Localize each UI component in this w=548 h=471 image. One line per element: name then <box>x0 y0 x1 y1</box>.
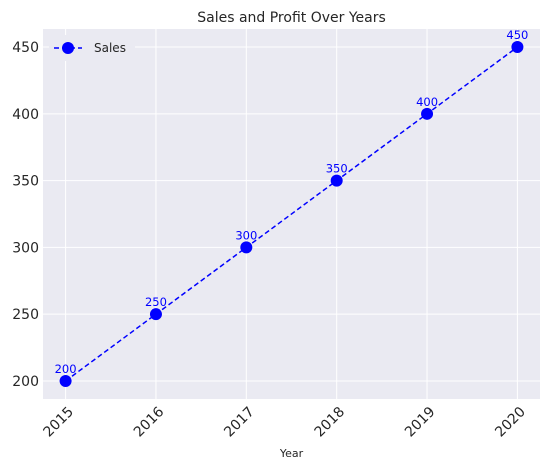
data-labels: 200 250 300 350 400 450 <box>55 28 529 376</box>
x-tick-label: 2020 <box>492 404 529 441</box>
y-tick-label: 400 <box>12 107 39 123</box>
x-tick-label: 2019 <box>402 404 439 441</box>
data-label: 350 <box>326 162 348 176</box>
y-tick-label: 300 <box>12 240 39 256</box>
y-tick-label: 200 <box>12 374 39 390</box>
data-point <box>59 374 72 387</box>
data-point <box>240 241 253 254</box>
legend-label: Sales <box>94 41 126 55</box>
y-tick-label: 350 <box>12 174 39 190</box>
legend-frame <box>49 35 135 61</box>
grid-lines <box>43 29 540 399</box>
legend-marker <box>62 42 74 54</box>
legend: Sales <box>49 35 135 61</box>
data-point <box>421 107 434 120</box>
data-label: 450 <box>506 28 528 42</box>
x-tick-label: 2016 <box>131 404 168 441</box>
series-layer <box>59 41 524 387</box>
data-point <box>149 308 162 321</box>
x-axis-label: Year <box>279 447 304 460</box>
data-label: 200 <box>55 362 77 376</box>
x-axis-ticks: 2015 2016 2017 2018 2019 2020 <box>41 404 529 441</box>
data-point <box>511 41 524 54</box>
x-tick-label: 2018 <box>312 404 349 441</box>
y-tick-label: 250 <box>12 307 39 323</box>
data-label: 400 <box>416 95 438 109</box>
data-point <box>330 174 343 187</box>
series-line-sales <box>65 46 518 382</box>
x-tick-label: 2017 <box>221 404 258 441</box>
chart-title: Sales and Profit Over Years <box>197 10 386 26</box>
y-axis-ticks: 200 250 300 350 400 450 <box>12 40 39 390</box>
data-label: 300 <box>235 228 257 242</box>
data-label: 250 <box>145 295 167 309</box>
x-tick-label: 2015 <box>41 404 78 441</box>
y-tick-label: 450 <box>12 40 39 56</box>
